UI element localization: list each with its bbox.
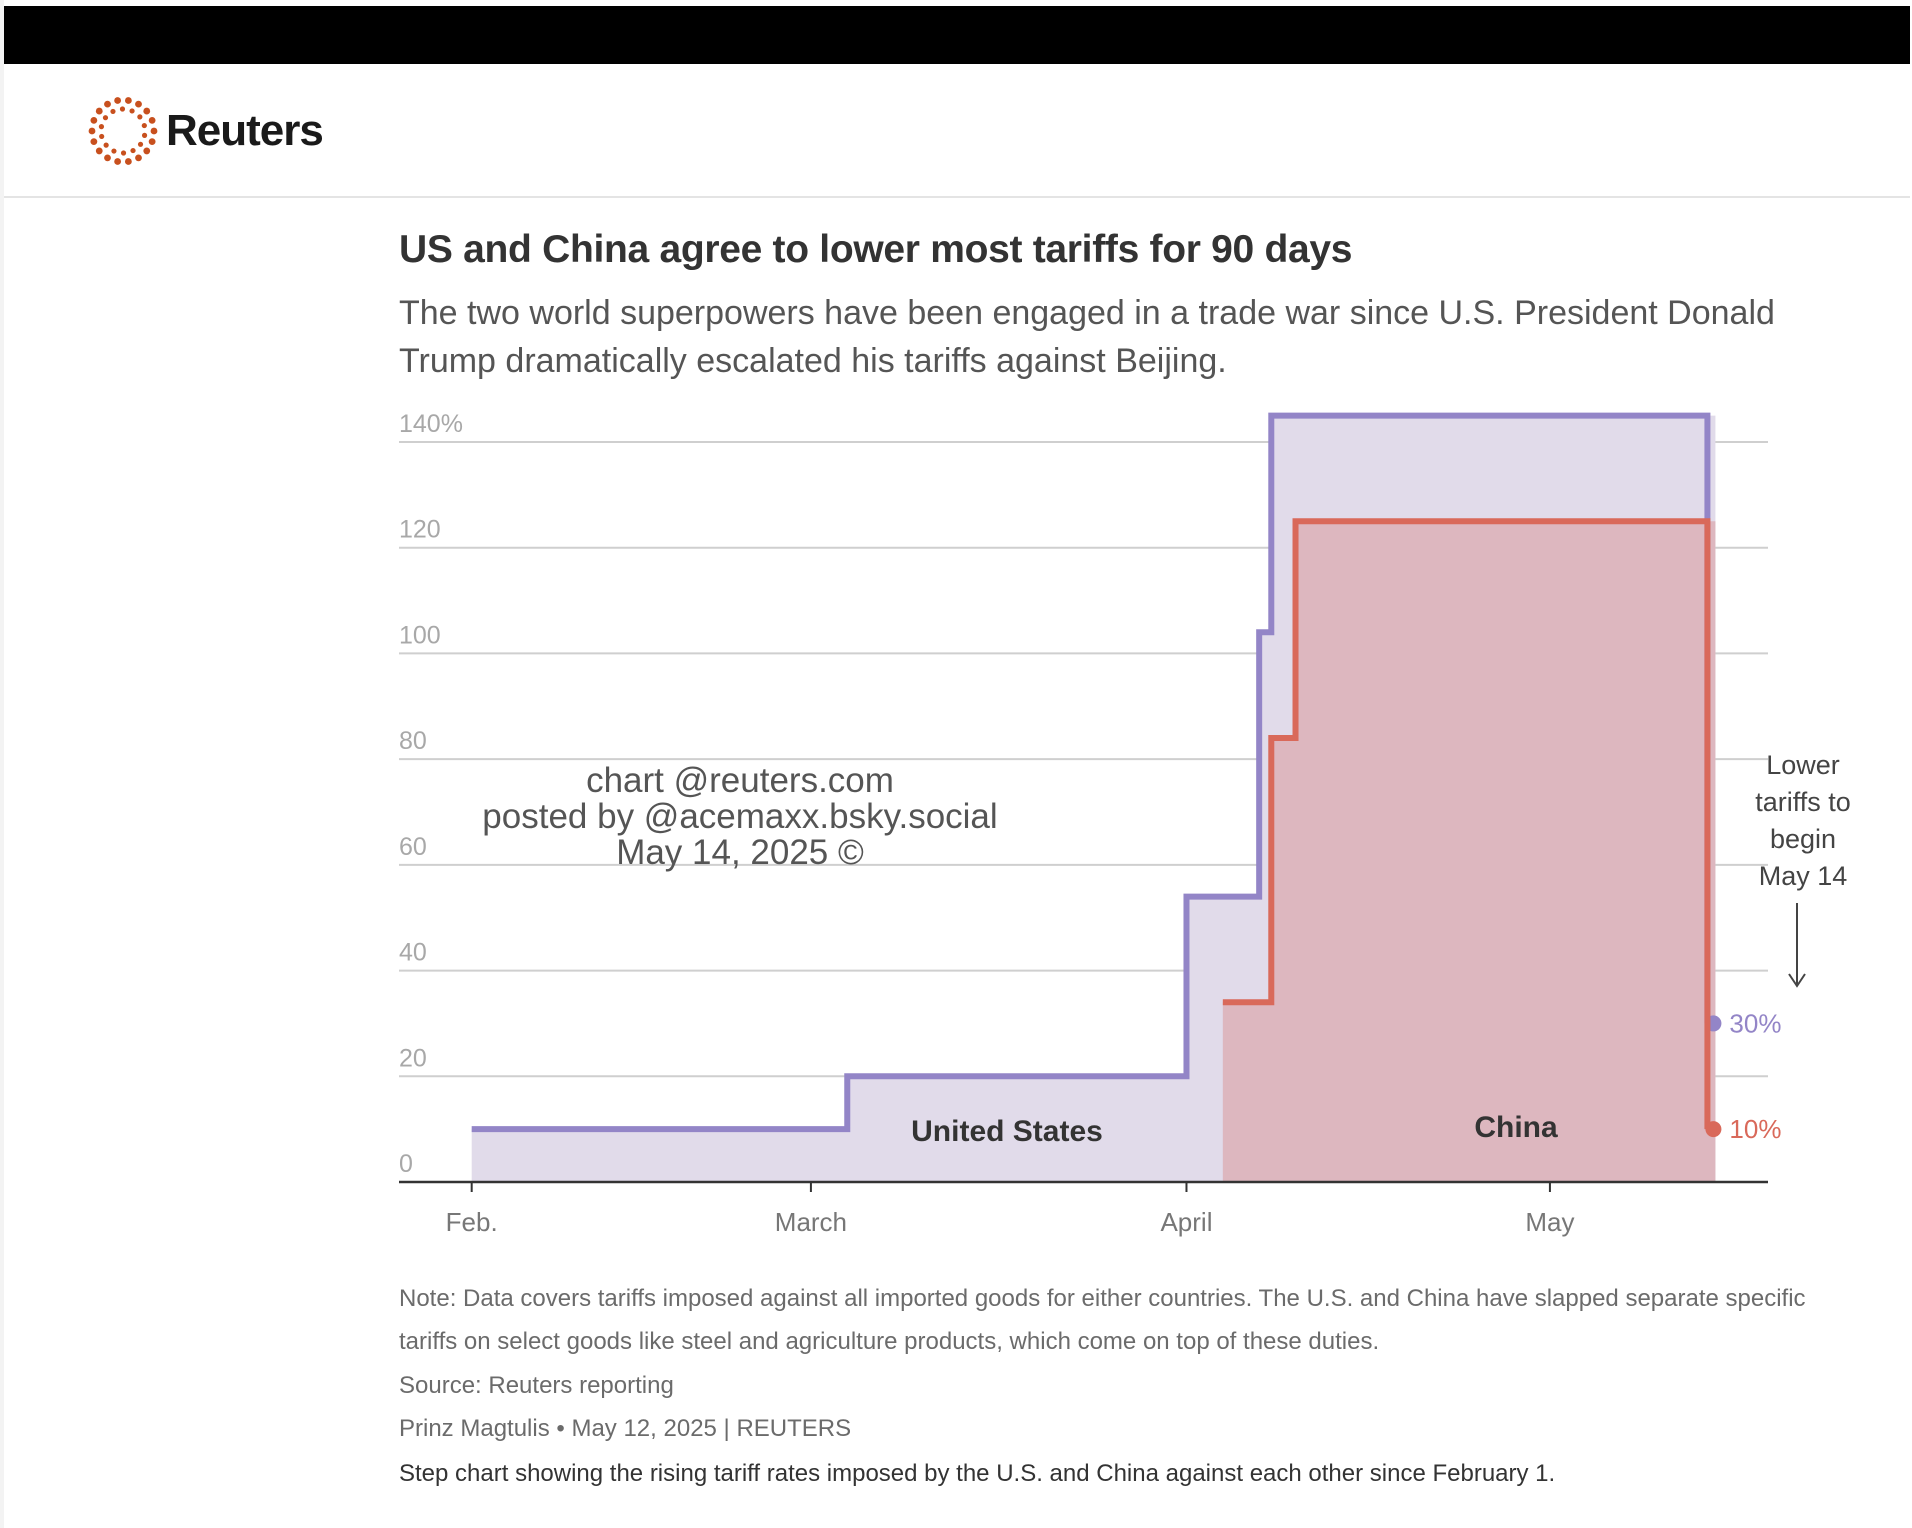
annotation-line: May 14: [1759, 861, 1848, 891]
logo-dot: [148, 138, 156, 146]
chart-note: Note: Data covers tariffs imposed agains…: [399, 1285, 1806, 1355]
brand-name: Reuters: [166, 106, 324, 155]
logo-dot: [103, 142, 109, 148]
reuters-logo-link[interactable]: Reuters: [88, 96, 324, 166]
series-line-united-states: [471, 412, 1711, 1133]
logo-dot: [141, 122, 147, 129]
logo-dot: [119, 106, 126, 112]
logo-dot: [104, 154, 111, 162]
logo-dot: [111, 148, 117, 154]
series-lines: 30% 10%: [471, 412, 1781, 1144]
reuters-dot-ring-icon: [88, 97, 158, 165]
logo-dot: [143, 107, 151, 115]
series-labels: United States China: [911, 1111, 1558, 1148]
watermark-line: chart @reuters.com: [586, 761, 894, 800]
y-tick-label: 20: [399, 1044, 427, 1072]
logo-dot: [102, 115, 109, 121]
logo-dot: [114, 97, 122, 104]
chart-subtitle: The two world superpowers have been enga…: [399, 294, 1775, 380]
chart-byline: Prinz Magtulis • May 12, 2025 | REUTERS: [399, 1415, 852, 1442]
series-line-china: [1222, 518, 1711, 1130]
annotation-line: begin: [1770, 824, 1836, 854]
logo-dot: [143, 147, 151, 155]
series-areas: [471, 415, 1716, 1183]
x-tick-label: May: [1525, 1207, 1574, 1237]
y-tick-label: 120: [399, 516, 441, 544]
chart-source: Source: Reuters reporting: [399, 1372, 674, 1399]
logo-dot: [98, 124, 105, 130]
series-area-china: [1222, 521, 1716, 1182]
logo-dot: [135, 100, 142, 108]
series-label-united-states: United States: [911, 1115, 1103, 1148]
logo-dot: [150, 127, 158, 135]
logo-dot: [135, 154, 142, 162]
logo-dot: [124, 97, 132, 104]
site-header: Reuters: [4, 64, 1910, 198]
logo-dot: [88, 127, 96, 135]
chart-title: US and China agree to lower most tariffs…: [399, 228, 1353, 271]
logo-dot: [141, 132, 148, 138]
x-tick-label: Feb.: [446, 1207, 498, 1237]
logo-dot: [99, 133, 105, 140]
logo-dot: [137, 141, 144, 147]
logo-dot: [114, 158, 122, 165]
series-end-dot: [1705, 1121, 1722, 1138]
x-tick-label: March: [775, 1207, 847, 1237]
y-tick-label: 80: [399, 727, 427, 755]
logo-dot: [120, 150, 127, 156]
y-tick-label: 40: [399, 939, 427, 967]
series-label-china: China: [1474, 1111, 1558, 1144]
x-axis: Feb. March April May: [399, 1180, 1768, 1237]
y-tick-label: 0: [399, 1150, 413, 1178]
watermark: chart @reuters.com posted by @acemaxx.bs…: [460, 763, 1020, 871]
x-tick-label: April: [1160, 1207, 1212, 1237]
logo-dot: [104, 100, 111, 108]
logo-dot: [130, 147, 136, 154]
logo-dot: [90, 116, 98, 124]
logo-dot: [110, 108, 116, 115]
y-tick-label: 60: [399, 833, 427, 861]
top-bar: [4, 6, 1910, 64]
y-tick-label: 140%: [399, 410, 463, 438]
logo-dot: [95, 107, 103, 115]
y-tick-label: 100: [399, 621, 441, 649]
series-end-label: 10%: [1729, 1114, 1781, 1144]
down-arrow-head: [1788, 973, 1806, 988]
annotation: Lower tariffs to begin May 14: [1755, 750, 1851, 988]
logo-dot: [137, 114, 143, 120]
watermark-line: May 14, 2025 ©: [616, 833, 864, 872]
watermark-line: posted by @acemaxx.bsky.social: [482, 797, 998, 836]
frame-edge: [0, 0, 4, 1528]
logo-dot: [129, 108, 135, 114]
series-end-label: 30%: [1729, 1008, 1781, 1038]
logo-dot: [95, 147, 103, 155]
logo-dot: [90, 138, 98, 146]
chart-description: Step chart showing the rising tariff rat…: [399, 1460, 1556, 1487]
y-axis-ticks: 0 20 40 60 80 100 120 140%: [399, 410, 463, 1178]
logo-dot: [148, 116, 156, 124]
annotation-line: Lower: [1766, 750, 1840, 780]
logo-dot: [124, 158, 132, 165]
annotation-line: tariffs to: [1755, 787, 1851, 817]
